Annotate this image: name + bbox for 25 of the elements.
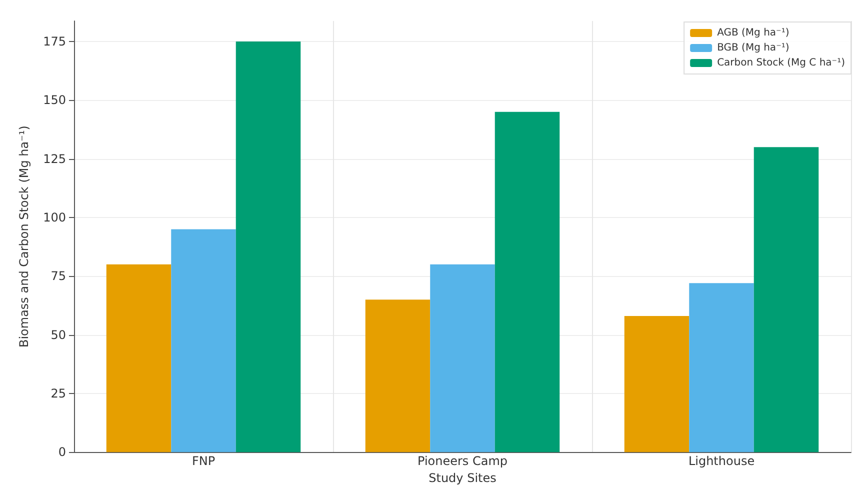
bar [106,264,172,452]
y-tick-label: 0 [58,445,66,460]
y-tick-label: 175 [43,34,66,49]
y-tick-label: 50 [50,328,66,342]
bar [754,147,819,452]
x-tick-label: FNP [192,454,216,468]
bar [236,42,301,452]
bar [171,229,236,452]
x-axis-title: Study Sites [428,471,496,485]
x-tick-label: Pioneers Camp [417,454,508,468]
y-tick-label: 75 [50,269,66,284]
bar [430,264,495,452]
legend-label: AGB (Mg ha⁻¹) [717,28,790,38]
bar [624,316,690,452]
bar [494,112,560,452]
bar [689,283,754,452]
y-tick-label: 150 [43,93,66,108]
legend-label: BGB (Mg ha⁻¹) [717,42,790,54]
legend-label: Carbon Stock (Mg C ha⁻¹) [717,58,846,68]
y-axis-title: Biomass and Carbon Stock (Mg ha⁻¹) [17,126,31,348]
x-tick-label: Lighthouse [688,454,755,468]
y-tick-label: 25 [50,386,66,400]
y-tick-label: 125 [43,152,66,166]
y-tick-label: 100 [43,210,66,224]
bar [365,300,430,452]
